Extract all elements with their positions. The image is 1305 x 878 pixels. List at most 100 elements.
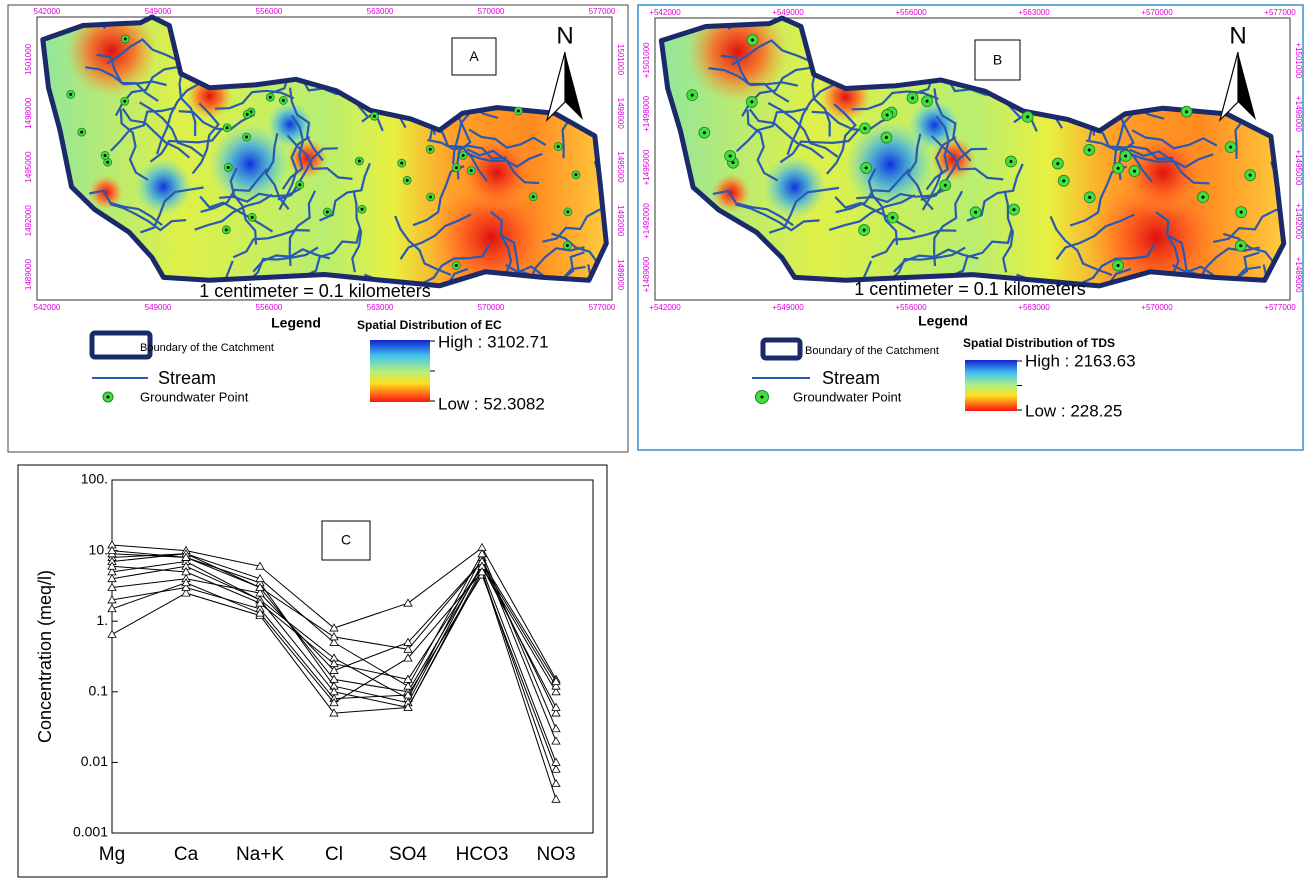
groundwater-point-dot bbox=[863, 229, 866, 232]
y-tick-label: 100. bbox=[81, 471, 108, 487]
y-coordinate-label: +1498000 bbox=[642, 95, 651, 131]
groundwater-point-dot bbox=[532, 195, 535, 198]
groundwater-point-dot bbox=[891, 216, 894, 219]
data-marker bbox=[404, 599, 412, 606]
groundwater-point-dot bbox=[227, 166, 230, 169]
x-coordinate-label: +542000 bbox=[649, 8, 681, 17]
groundwater-point-dot bbox=[225, 228, 228, 231]
groundwater-point-dot bbox=[246, 113, 249, 116]
groundwater-point-dot bbox=[974, 211, 977, 214]
groundwater-point-dot bbox=[691, 94, 694, 97]
groundwater-point-dot bbox=[566, 210, 569, 213]
groundwater-point-dot bbox=[1240, 211, 1243, 214]
groundwater-point-dot bbox=[455, 166, 458, 169]
data-marker bbox=[330, 633, 338, 640]
groundwater-point-dot bbox=[863, 127, 866, 130]
x-coordinate-label: +570000 bbox=[1141, 8, 1173, 17]
y-tick-label: 0.1 bbox=[89, 683, 109, 699]
x-coordinate-label: 556000 bbox=[256, 303, 283, 312]
legend-stream-text: Stream bbox=[158, 368, 216, 388]
y-coordinate-label: +1489000 bbox=[1294, 257, 1303, 293]
groundwater-point-dot bbox=[1249, 174, 1252, 177]
data-marker bbox=[552, 737, 560, 744]
x-coordinate-label: +577000 bbox=[1264, 303, 1296, 312]
x-tick-label: Cl bbox=[325, 844, 343, 865]
data-marker bbox=[108, 630, 116, 637]
x-coordinate-label: +563000 bbox=[1018, 8, 1050, 17]
groundwater-point-dot bbox=[1124, 154, 1127, 157]
y-axis-label: Concentration (meq/l) bbox=[35, 570, 55, 743]
groundwater-point-dot bbox=[944, 184, 947, 187]
y-coordinate-label: +1501000 bbox=[642, 42, 651, 78]
groundwater-point-dot bbox=[282, 99, 285, 102]
groundwater-point-dot bbox=[729, 154, 732, 157]
y-tick-label: 1. bbox=[96, 612, 108, 628]
colorbar-title: Spatial Distribution of TDS bbox=[963, 336, 1115, 350]
groundwater-point-dot bbox=[1239, 244, 1242, 247]
colorbar-low: Low : 228.25 bbox=[1025, 401, 1122, 420]
data-marker bbox=[404, 682, 412, 689]
x-coordinate-label: 549000 bbox=[145, 303, 172, 312]
groundwater-point-dot bbox=[124, 38, 127, 41]
data-marker bbox=[552, 765, 560, 772]
groundwater-point-dot bbox=[470, 169, 473, 172]
groundwater-point-dot bbox=[1026, 115, 1029, 118]
groundwater-point-dot bbox=[406, 179, 409, 182]
scale-text: 1 centimeter = 0.1 kilometers bbox=[854, 279, 1086, 299]
legend-boundary-icon bbox=[763, 340, 800, 358]
groundwater-point-dot bbox=[926, 100, 929, 103]
colorbar-title: Spatial Distribution of EC bbox=[357, 318, 502, 332]
groundwater-point-dot bbox=[557, 145, 560, 148]
data-marker bbox=[552, 780, 560, 787]
y-tick-label: 0.001 bbox=[73, 824, 108, 840]
groundwater-point-dot bbox=[104, 154, 107, 157]
y-coordinate-label: 1495000 bbox=[24, 151, 33, 183]
legend-boundary-text: Boundary of the Catchment bbox=[140, 342, 274, 354]
figure: 5420005420005490005490005560005560005630… bbox=[0, 0, 1305, 878]
groundwater-point-dot bbox=[574, 173, 577, 176]
x-coordinate-label: +577000 bbox=[1264, 8, 1296, 17]
page: 5420005420005490005490005560005560005630… bbox=[0, 0, 1305, 878]
groundwater-point-dot bbox=[462, 154, 465, 157]
x-coordinate-label: 556000 bbox=[256, 7, 283, 16]
y-coordinate-label: 1501000 bbox=[24, 43, 33, 75]
y-tick-label: 10. bbox=[89, 541, 108, 557]
y-coordinate-label: +1495000 bbox=[642, 149, 651, 185]
y-coordinate-label: +1495000 bbox=[1294, 150, 1303, 186]
panel-label: C bbox=[341, 532, 351, 548]
stream bbox=[220, 0, 250, 19]
x-tick-label: Mg bbox=[99, 844, 125, 865]
y-coordinate-label: +1489000 bbox=[642, 256, 651, 292]
groundwater-point-dot bbox=[751, 38, 754, 41]
groundwater-point-dot bbox=[298, 183, 301, 186]
groundwater-point-dot bbox=[361, 208, 364, 211]
y-coordinate-label: 1501000 bbox=[616, 44, 625, 76]
groundwater-point-dot bbox=[732, 161, 735, 164]
groundwater-point-dot bbox=[750, 100, 753, 103]
north-label: N bbox=[1229, 22, 1246, 49]
y-coordinate-label: 1489000 bbox=[24, 258, 33, 290]
x-coordinate-label: +563000 bbox=[1018, 303, 1050, 312]
y-coordinate-label: 1492000 bbox=[616, 205, 625, 237]
groundwater-point-dot bbox=[1229, 146, 1232, 149]
y-coordinate-label: +1492000 bbox=[642, 203, 651, 239]
groundwater-point-dot bbox=[886, 114, 889, 117]
scale-text: 1 centimeter = 0.1 kilometers bbox=[199, 281, 431, 301]
legend-title: Legend bbox=[271, 315, 321, 331]
x-coordinate-label: 577000 bbox=[589, 303, 616, 312]
y-coordinate-label: +1498000 bbox=[1294, 96, 1303, 132]
data-marker bbox=[552, 725, 560, 732]
x-coordinate-label: 563000 bbox=[367, 7, 394, 16]
groundwater-point-dot bbox=[517, 110, 520, 113]
legend-stream-text: Stream bbox=[822, 368, 880, 388]
y-coordinate-label: +1501000 bbox=[1294, 42, 1303, 78]
x-coordinate-label: 549000 bbox=[145, 7, 172, 16]
x-coordinate-label: 570000 bbox=[478, 303, 505, 312]
groundwater-point-dot bbox=[245, 135, 248, 138]
groundwater-point-dot bbox=[429, 148, 432, 151]
colorbar-high: High : 2163.63 bbox=[1025, 351, 1136, 370]
data-marker bbox=[552, 795, 560, 802]
panel-label: A bbox=[469, 48, 479, 64]
groundwater-point-dot bbox=[865, 166, 868, 169]
colorbar-high: High : 3102.71 bbox=[438, 332, 549, 351]
